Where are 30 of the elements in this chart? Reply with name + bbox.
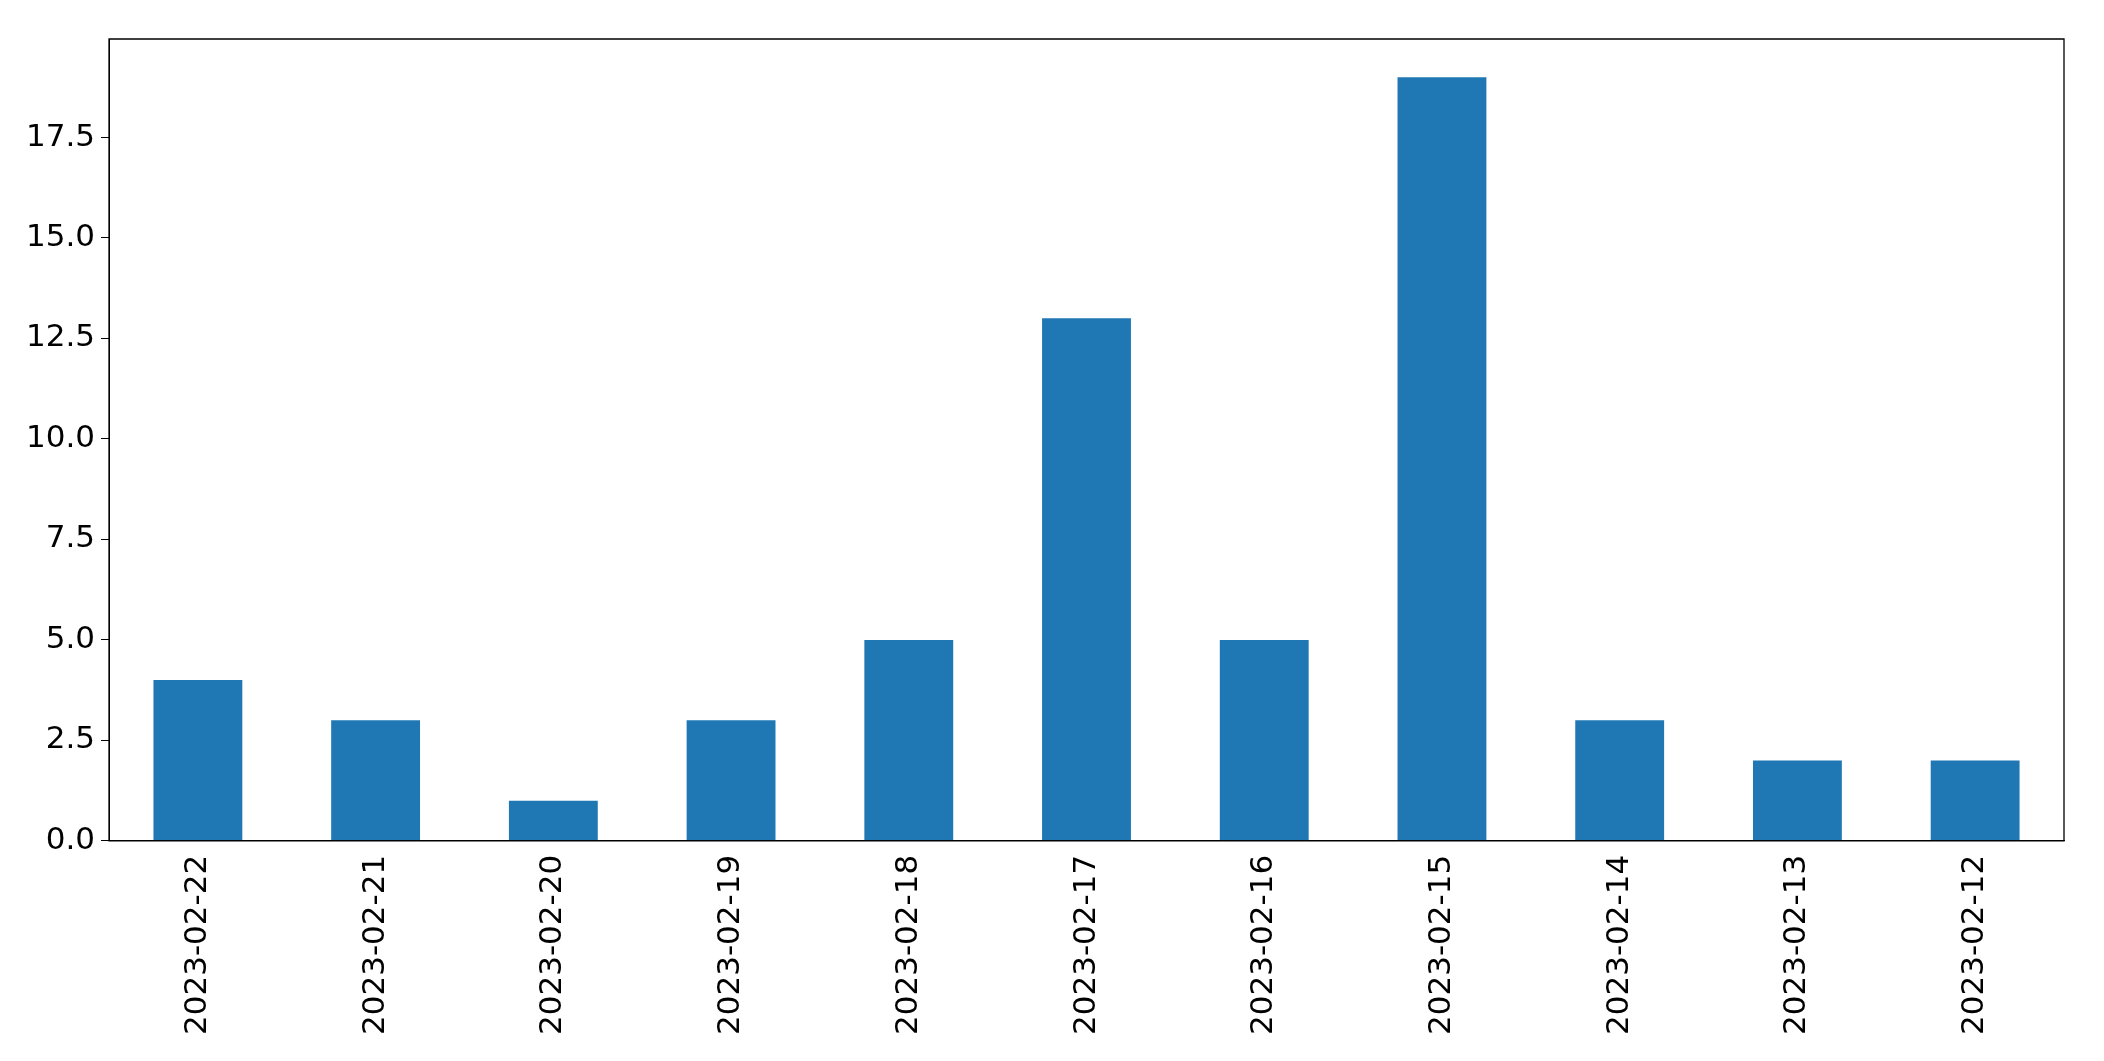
x-tick-label: 2023-02-22 xyxy=(176,854,213,1036)
y-tick-label: 2.5 xyxy=(45,719,96,756)
bar xyxy=(1042,318,1131,841)
x-tick-label: 2023-02-15 xyxy=(1421,854,1458,1036)
x-tick-label: 2023-02-19 xyxy=(710,854,747,1036)
x-tick-label: 2023-02-13 xyxy=(1776,854,1813,1036)
bar xyxy=(508,800,598,841)
y-tick-label: 0.0 xyxy=(45,819,96,856)
x-tick-label: 2023-02-16 xyxy=(1243,854,1280,1036)
bar xyxy=(1752,760,1842,841)
bar xyxy=(331,720,421,841)
x-tick-label: 2023-02-12 xyxy=(1954,854,1991,1036)
x-tick-label: 2023-02-20 xyxy=(532,854,569,1036)
x-tick-label: 2023-02-18 xyxy=(887,854,924,1036)
y-tick-label: 12.5 xyxy=(25,317,96,354)
x-tick-label: 2023-02-21 xyxy=(354,854,391,1036)
bar xyxy=(1219,639,1309,841)
y-tick-label: 7.5 xyxy=(45,518,96,555)
y-tick-label: 5.0 xyxy=(45,618,96,655)
bar xyxy=(1575,720,1665,841)
bar xyxy=(1397,77,1487,841)
x-tick-label: 2023-02-17 xyxy=(1065,854,1102,1036)
bar xyxy=(686,720,776,841)
bar xyxy=(864,639,954,841)
y-tick-label: 17.5 xyxy=(25,116,96,153)
y-tick-label: 10.0 xyxy=(25,417,96,454)
x-tick-label: 2023-02-14 xyxy=(1598,854,1635,1036)
bar xyxy=(153,680,243,841)
bar xyxy=(1930,760,2020,841)
y-tick-label: 15.0 xyxy=(25,217,96,253)
